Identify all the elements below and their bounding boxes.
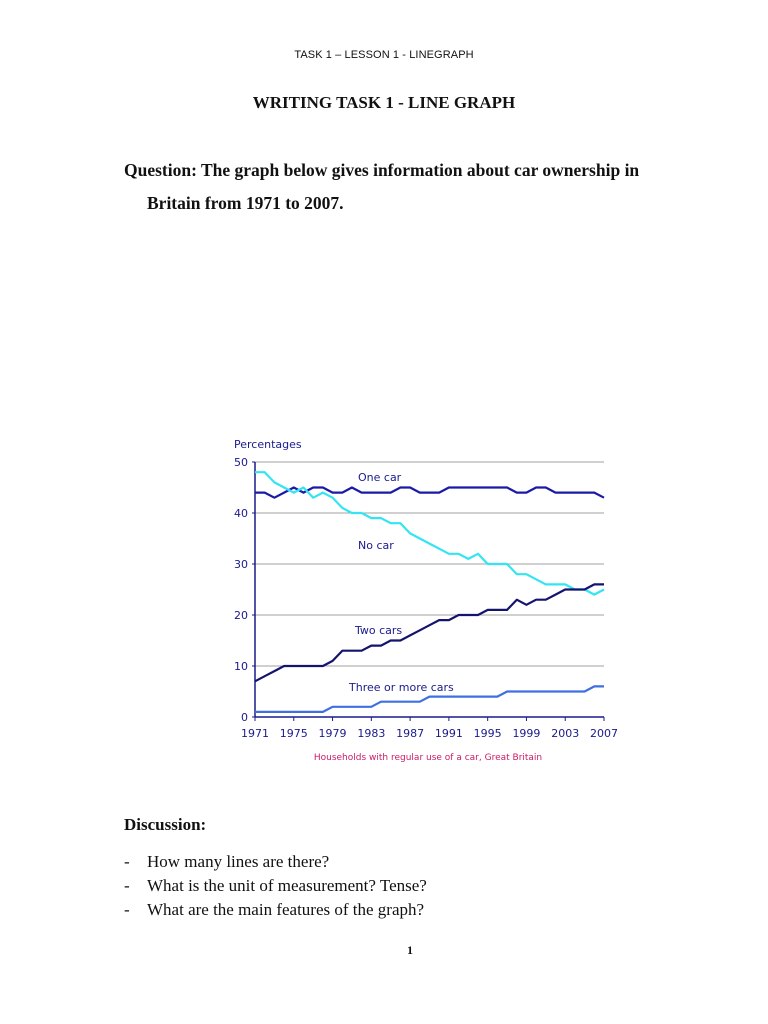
label-no-car: No car (358, 539, 394, 552)
bullet-dash: - (124, 876, 130, 895)
line-chart: 0 10 20 30 40 50 1971 1975 1979 1983 1987 1991 1995 1… (228, 430, 628, 770)
y-tick-label: 10 (234, 660, 248, 673)
y-tick-label: 0 (241, 711, 248, 724)
list-item: - How many lines are there? (124, 850, 427, 874)
label-two-cars: Two cars (354, 624, 402, 637)
x-tick-label: 1991 (435, 727, 463, 740)
page-title: WRITING TASK 1 - LINE GRAPH (252, 93, 516, 112)
list-item-text: How many lines are there? (147, 852, 330, 871)
running-header: TASK 1 – LESSON 1 - LINEGRAPH (294, 49, 474, 61)
two-cars-line (254, 583, 604, 683)
y-tick-label: 20 (234, 609, 248, 622)
question-line-2: Britain from 1971 to 2007. (147, 193, 344, 213)
y-tick-label: 50 (234, 456, 248, 469)
chart-gridlines (255, 461, 604, 667)
chart-axes: 0 10 20 30 40 50 1971 1975 1979 1983 1987 1991 1995 1… (234, 456, 618, 740)
one-car-line (255, 486, 605, 499)
list-item: - What is the unit of measurement? Tense? (124, 874, 427, 898)
bullet-dash: - (124, 900, 130, 919)
discussion-list: - How many lines are there? - What is the … (124, 850, 427, 922)
chart-caption: Households with regular use of a car, Gr… (314, 753, 542, 763)
x-tick-label: 1979 (319, 727, 347, 740)
list-item: - What are the main features of the graph… (124, 898, 427, 922)
y-tick-label: 40 (234, 507, 248, 520)
x-tick-label: 2003 (551, 727, 579, 740)
x-tick-label: 1987 (396, 727, 424, 740)
no-car-line (255, 471, 605, 596)
list-item-text: What are the main features of the graph? (147, 900, 425, 919)
question-line-1: Question: The graph below gives informat… (124, 160, 640, 180)
y-axis-label: Percentages (234, 438, 302, 451)
list-item-text: What is the unit of measurement? Tense? (147, 876, 427, 895)
bullet-dash: - (124, 852, 130, 871)
x-tick-label: 1975 (280, 727, 308, 740)
label-one-car: One car (358, 471, 402, 484)
page-number: 1 (407, 943, 413, 957)
chart-series (254, 471, 605, 713)
x-tick-label: 1971 (241, 727, 269, 740)
chart-canvas: 0 10 20 30 40 50 1971 1975 1979 1983 1987 1991 1995 1… (234, 438, 618, 763)
x-tick-label: 1999 (512, 727, 540, 740)
three-or-more-cars-line (255, 685, 604, 713)
x-tick-label: 1983 (357, 727, 385, 740)
label-three-or-more-cars: Three or more cars (348, 681, 454, 694)
y-tick-label: 30 (234, 558, 248, 571)
discussion-heading: Discussion: (124, 815, 207, 834)
x-tick-label: 1995 (474, 727, 502, 740)
x-tick-label: 2007 (590, 727, 618, 740)
question-text: Question: The graph below gives informat… (124, 154, 664, 220)
